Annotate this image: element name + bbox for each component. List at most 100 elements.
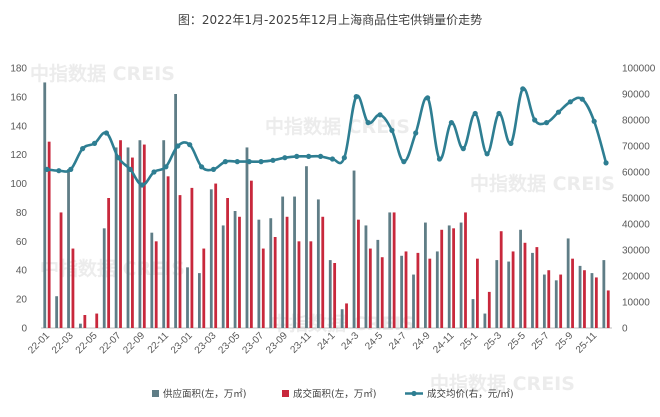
legend-label: 供应面积(左，万㎡)	[163, 388, 246, 400]
right-tick-label: 40000	[622, 220, 650, 231]
watermark-text: 中指数据 CREIS	[470, 172, 615, 195]
sales-bar	[606, 290, 610, 328]
sales-bar	[83, 315, 87, 328]
sales-bar	[368, 248, 372, 328]
sales-bar	[273, 237, 277, 328]
sales-bar	[511, 251, 515, 328]
watermark-text: 中指数据 CREIS	[430, 372, 575, 395]
legend-marker	[411, 390, 417, 397]
price-point	[270, 157, 276, 163]
price-point	[484, 151, 490, 157]
price-point	[91, 140, 98, 146]
supply-bar	[340, 309, 344, 328]
supply-bar	[566, 238, 570, 328]
supply-bar	[388, 212, 392, 328]
supply-bar	[400, 255, 404, 328]
supply-bar	[316, 199, 320, 328]
supply-bar	[102, 228, 106, 328]
price-point	[389, 127, 395, 133]
right-tick-label: 100000	[622, 64, 656, 75]
supply-bar	[245, 147, 249, 328]
price-point	[44, 166, 50, 172]
supply-bar	[209, 189, 213, 328]
price-point	[603, 160, 609, 166]
sales-bar	[357, 219, 360, 328]
sales-bar	[285, 216, 289, 328]
supply-bar	[126, 147, 130, 328]
x-tick-label: 23-05	[217, 330, 243, 356]
sales-bar	[547, 270, 551, 328]
price-point	[317, 153, 324, 159]
supply-bar	[233, 211, 237, 328]
supply-bar	[55, 296, 59, 328]
watermark-text: 中指数据 CREIS	[40, 257, 185, 280]
supply-bar	[138, 140, 142, 328]
right-tick-label: 60000	[622, 168, 650, 179]
sales-bar	[107, 198, 111, 328]
supply-bar	[269, 218, 273, 328]
sales-bar	[166, 176, 170, 328]
price-point	[222, 159, 228, 165]
x-tick-label: 24-11	[431, 330, 457, 356]
supply-bar	[257, 219, 261, 328]
sales-bar	[190, 187, 194, 328]
price-point	[139, 182, 145, 188]
supply-bar	[590, 273, 594, 328]
x-tick-label: 22-05	[74, 330, 100, 356]
sales-bar	[464, 212, 467, 328]
price-point	[341, 155, 347, 161]
legend-swatch	[282, 390, 289, 397]
price-point	[103, 130, 110, 136]
price-point	[472, 110, 478, 117]
supply-bar	[293, 196, 296, 328]
supply-bar	[221, 225, 225, 328]
price-point	[567, 99, 573, 105]
sales-bar	[333, 263, 337, 328]
price-point	[246, 159, 252, 165]
right-tick-label: 30000	[622, 246, 650, 257]
price-point	[555, 109, 562, 115]
supply-bar	[43, 82, 47, 328]
sales-bar	[71, 248, 75, 328]
supply-bar	[174, 94, 177, 328]
price-point	[198, 164, 205, 170]
sales-bar	[59, 212, 63, 328]
price-point	[282, 155, 288, 161]
price-point	[460, 146, 466, 152]
left-tick-label: 40	[16, 266, 28, 277]
right-tick-label: 50000	[622, 194, 650, 205]
right-axis-ticks: 0 10000 20000 30000 40000 50000 60000 70000 8000…	[622, 64, 656, 335]
price-point	[508, 140, 514, 146]
x-tick-label: 23-01	[169, 330, 195, 356]
supply-bar	[376, 239, 380, 328]
sales-bar	[119, 140, 122, 328]
sales-bar	[142, 144, 146, 328]
left-tick-label: 0	[21, 324, 27, 335]
sales-bar	[309, 241, 313, 328]
sales-bar	[297, 241, 301, 328]
supply-bar	[150, 232, 154, 328]
right-tick-label: 90000	[622, 90, 650, 101]
sales-bar	[523, 242, 527, 328]
price-point	[175, 143, 181, 149]
price-point	[520, 86, 526, 92]
x-tick-label: 22-01	[26, 330, 52, 356]
sales-bar	[226, 198, 229, 328]
left-tick-label: 60	[16, 237, 28, 248]
sales-bar	[594, 277, 598, 328]
left-tick-label: 180	[10, 64, 27, 75]
left-axis-ticks: 0 20 40 60 80 100 120 140 160 180	[10, 64, 27, 335]
sales-bar	[583, 270, 586, 328]
price-point	[234, 159, 240, 165]
sales-bar	[95, 313, 99, 328]
supply-bar	[495, 260, 499, 328]
sales-bar	[452, 228, 456, 328]
sales-bar	[214, 183, 218, 328]
supply-bar	[459, 222, 463, 328]
supply-bar	[424, 222, 427, 328]
sales-bar	[416, 252, 420, 328]
supply-bar	[328, 260, 332, 328]
sales-bar	[392, 212, 396, 328]
sales-bar	[345, 303, 348, 328]
